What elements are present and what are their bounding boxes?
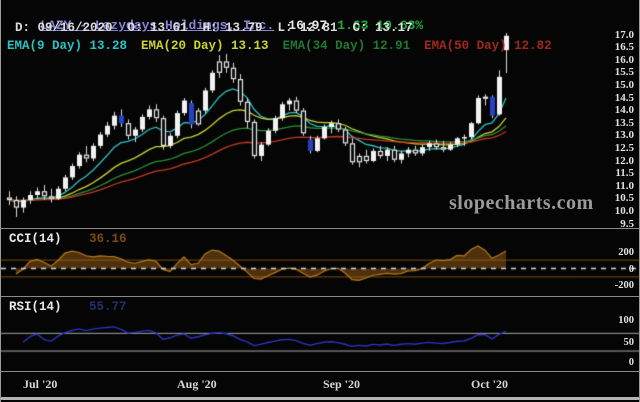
ema-legend-item: EMA(50 Day) 12.82 (424, 39, 552, 53)
y-axis-label: 10.5 (614, 192, 634, 205)
cci-axis-label: 0 (628, 263, 634, 275)
rsi-value: 55.77 (89, 300, 127, 314)
rsi-pane-label: RSI(14) (9, 300, 62, 314)
x-axis-label: Aug '20 (177, 377, 217, 391)
y-axis-label: 17.0 (614, 28, 634, 41)
y-axis-label: 11.5 (615, 167, 634, 180)
symbol-title-link[interactable]: LAZY - Lazydays Holdings, Inc. (40, 18, 275, 33)
rsi-axis-label: 50 (623, 337, 635, 349)
ema-legend-item: EMA(34 Day) 12.91 (282, 39, 411, 53)
pane-divider (1, 371, 639, 372)
x-axis-label: Oct '20 (471, 377, 508, 391)
y-axis-label: 12.0 (614, 154, 634, 167)
cci-value: 36.16 (89, 232, 127, 246)
rsi-axis-label: 100 (618, 315, 634, 327)
price-change: 1.63 10.63% (337, 18, 424, 33)
cci-pane-label: CCI(14) (9, 232, 62, 246)
x-axis-label: Sep '20 (323, 377, 361, 391)
y-axis-label: 16.5 (614, 41, 634, 54)
bottom-border-bar (1, 397, 639, 400)
y-axis-label: 16.0 (614, 53, 634, 66)
y-axis-label: 13.0 (614, 129, 634, 142)
x-axis-label: Jul '20 (23, 377, 58, 391)
watermark: slopecharts.com (449, 192, 594, 214)
y-axis-label: 15.0 (614, 78, 634, 91)
ema-legend-item: EMA(9 Day) 13.28 (7, 39, 128, 53)
ohlc-readout: D: 09/16/2020 O: 13.61 H: 13.79 L: 12.81… (15, 21, 413, 35)
y-axis-label: 11.0 (615, 179, 634, 192)
y-axis-label: 9.5 (620, 217, 634, 230)
ema-legend-item: EMA(20 Day) 13.13 (141, 39, 269, 53)
y-axis-label: 13.5 (614, 116, 634, 129)
ema-legend: EMA(9 Day) 13.28 EMA(20 Day) 13.13 EMA(34 … (7, 39, 566, 53)
y-axis-label: 10.0 (614, 204, 634, 217)
last-price: 16.97 (288, 18, 328, 33)
pane-divider (1, 296, 639, 297)
pane-divider (1, 228, 639, 229)
cci-axis-label: 200 (618, 246, 634, 258)
y-axis-label: 12.5 (614, 141, 634, 154)
chart-header: LAZY - Lazydays Holdings, Inc. 16.97 1.63 … (9, 3, 423, 48)
cci-axis-label: -200 (614, 280, 634, 292)
rsi-axis-label: 0 (628, 357, 634, 368)
y-axis-label: 14.0 (614, 104, 634, 117)
y-axis-label: 15.5 (614, 66, 634, 79)
y-axis-label: 14.5 (614, 91, 634, 104)
